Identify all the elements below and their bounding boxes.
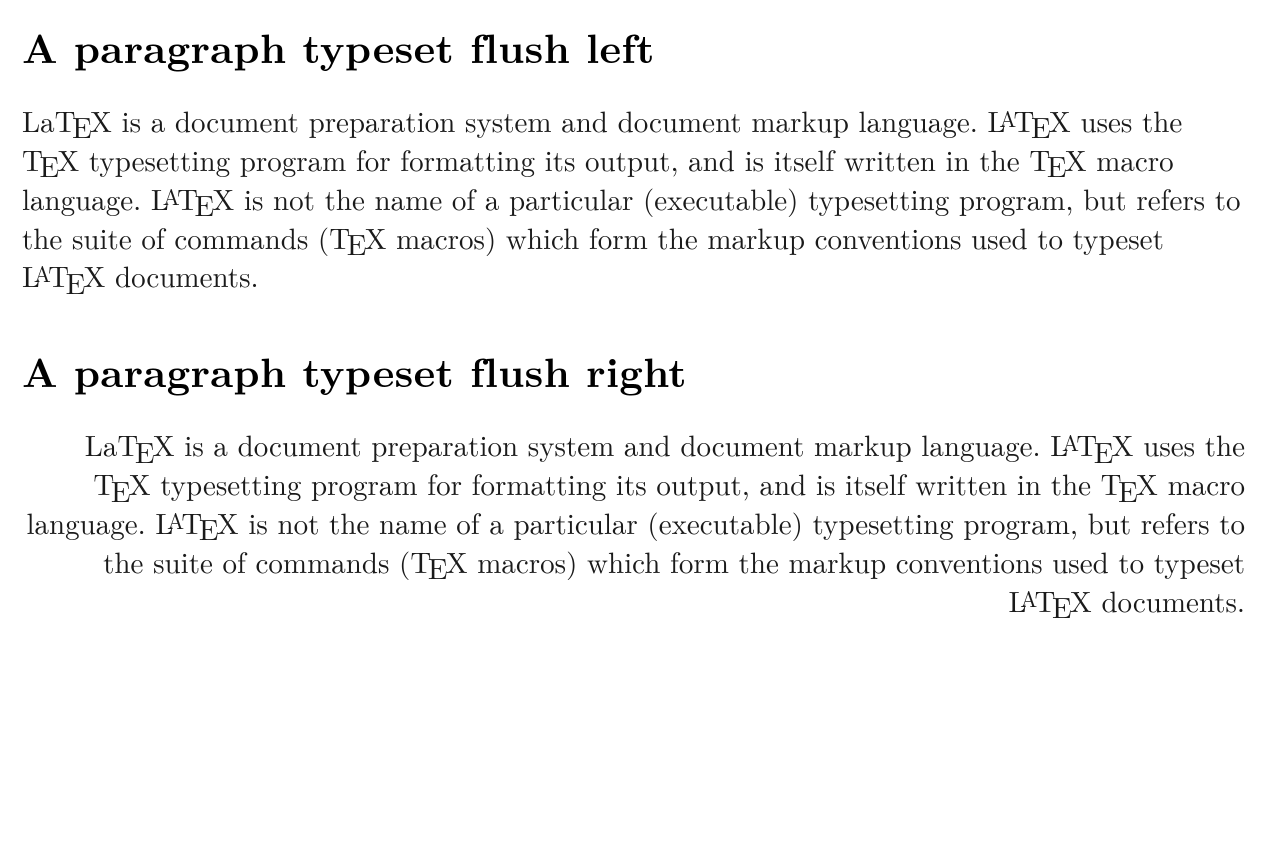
latex-plain-logo: LaTEX	[22, 100, 112, 141]
tex-logo: TEX	[22, 139, 79, 180]
latex-logo: LATEX	[151, 178, 234, 219]
latex-logo: LATEX	[1008, 580, 1091, 621]
latex-plain-logo: LaTEX	[85, 424, 175, 465]
latex-logo: LATEX	[155, 502, 238, 543]
section-title-flush-left: A paragraph typeset flush left	[22, 18, 1245, 76]
tex-logo: TEX	[410, 541, 467, 582]
section-title-flush-right: A paragraph typeset flush right	[22, 342, 1245, 400]
tex-logo: TEX	[329, 217, 386, 258]
latex-logo: LATEX	[1050, 424, 1133, 465]
section-flush-left: A paragraph typeset flush left LaTEX is …	[22, 18, 1245, 296]
paragraph-flush-left: LaTEX is a document preparation system a…	[22, 102, 1245, 296]
latex-logo: LATEX	[22, 255, 105, 296]
latex-logo: LATEX	[987, 100, 1070, 141]
paragraph-flush-right: LaTEX is a document preparation system a…	[22, 426, 1245, 620]
section-flush-right: A paragraph typeset flush right LaTEX is…	[22, 342, 1245, 620]
